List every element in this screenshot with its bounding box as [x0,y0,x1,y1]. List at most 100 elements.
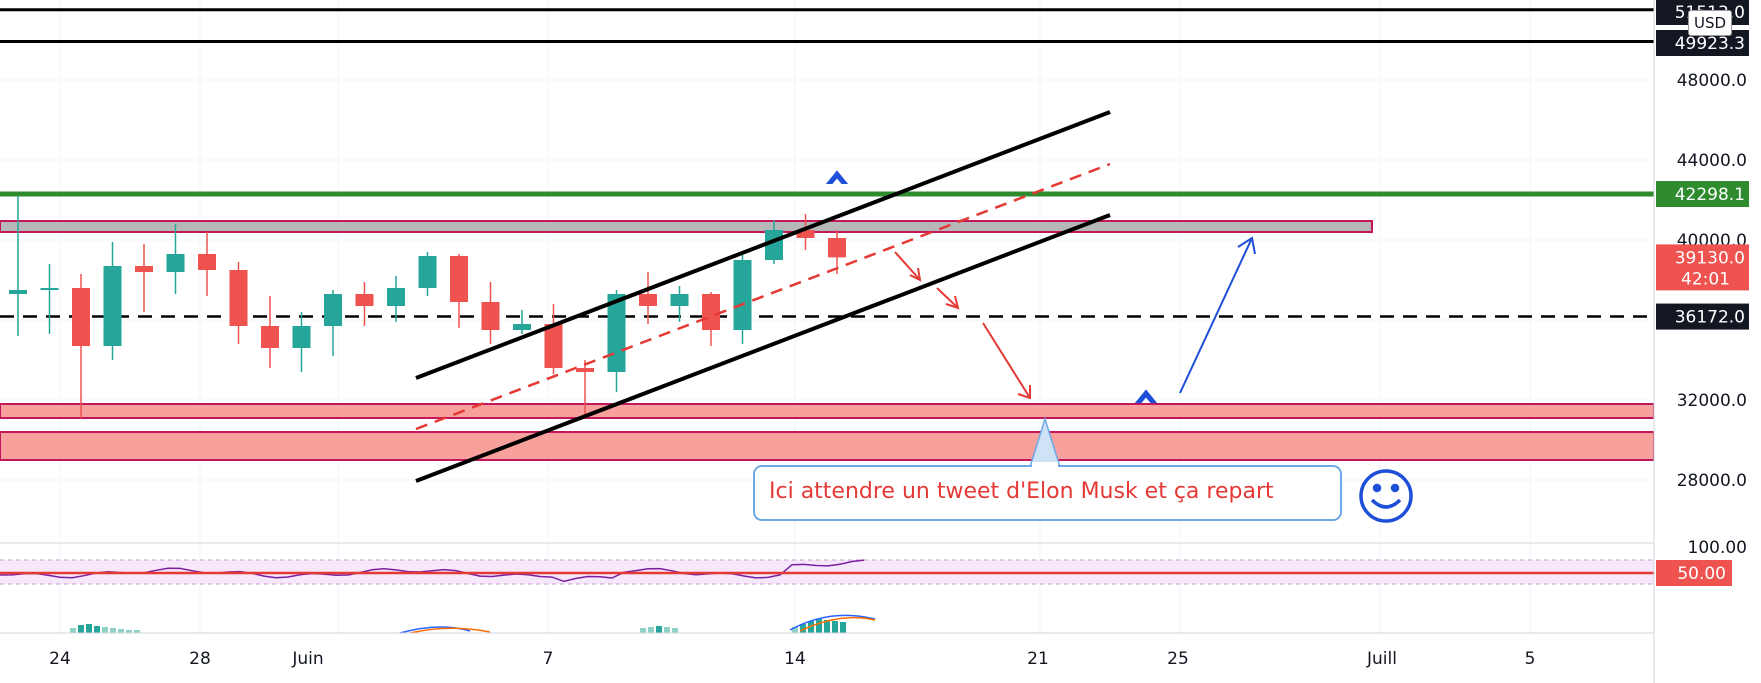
price-axis[interactable]: 48000.044000.040000.032000.028000.0100.0… [1653,0,1761,683]
time-axis[interactable]: 24 28 Juin 7 14 21 25 Juill 5 [0,632,1761,669]
x-tick-label: 14 [784,649,806,669]
red-arrow-1 [894,251,921,281]
svg-text:49923.3: 49923.3 [1675,34,1745,54]
channel-mid-line [415,162,1111,431]
candle [544,304,563,374]
svg-text:39130.0: 39130.0 [1675,248,1745,268]
candle [450,254,468,328]
macd-bar [816,619,822,633]
candle [733,254,752,344]
candle [670,286,689,322]
zone-3 [0,431,1655,461]
macd-bar [824,620,830,633]
x-tick-label: Juin [291,649,323,669]
blue-projection-arrow [1179,236,1256,394]
candle [292,312,311,372]
zone-1 [0,220,1373,233]
red-arrow-3 [982,322,1031,399]
y-tick-label: 44000.0 [1677,151,1747,171]
red-projection-arrows [894,251,1031,400]
candle [576,360,594,414]
macd-bar [134,630,140,633]
macd-bar [672,628,678,633]
signal-line [409,627,491,634]
macd-bar [640,628,646,633]
horizontal-levels [0,8,1654,318]
svg-text:36172.0: 36172.0 [1675,308,1745,328]
macd-bar [126,630,132,633]
x-tick-label: 25 [1167,649,1189,669]
macd-bar [832,621,838,633]
up-arrow-icon [825,170,849,184]
channel-lower-line [415,213,1111,483]
y-tick-label: 28000.0 [1677,471,1747,491]
candle [639,272,657,324]
candle [261,296,279,368]
candle [387,276,405,322]
candle [9,196,27,336]
macd-line [789,614,876,631]
rsi-pane [0,542,1654,585]
candle [40,264,59,334]
x-tick-label: Juill [1366,649,1397,669]
candle [229,262,248,344]
price-zones [0,220,1655,461]
candlestick-series [9,196,846,418]
price-tag: 36172.0 [1656,303,1749,330]
channel-upper-line [415,110,1111,380]
y-tick-label: 32000.0 [1677,391,1747,411]
candle [481,282,500,344]
macd-bar [70,628,76,633]
candle [103,242,122,360]
macd-bar [664,627,670,633]
x-tick-label: 5 [1525,649,1536,669]
price-tag: 39130.042:01 [1656,244,1749,291]
candle [513,310,531,334]
price-tag: 42298.1 [1656,181,1749,208]
macd-bar [110,628,116,633]
red-arrow-2 [936,287,959,309]
candle [198,232,216,296]
candle [166,224,185,294]
x-tick-label: 7 [543,649,554,669]
zone-2 [0,403,1655,419]
candle [324,290,342,356]
currency-badge[interactable]: USD [1688,10,1733,36]
y-tick-label: 48000.0 [1677,71,1747,91]
signal-line [799,616,876,632]
candle [828,230,846,274]
x-tick-label: 28 [189,649,211,669]
svg-text:50.00: 50.00 [1677,564,1726,584]
macd-bar [792,627,798,633]
macd-bar [86,624,92,633]
x-tick-label: 21 [1027,649,1049,669]
candle [72,274,90,418]
macd-bar [648,627,654,633]
macd-pane [0,614,1654,634]
macd-bar [102,627,108,633]
macd-bar [78,625,84,633]
up-arrow-icon [1134,389,1158,403]
annotation-text: Ici attendre un tweet d'Elon Musk et ça … [769,479,1274,504]
candle [796,214,815,250]
macd-bar [840,622,846,633]
macd-bar [800,624,806,633]
candle [355,282,374,326]
macd-line [399,626,471,634]
candle [702,292,720,346]
candle [418,252,437,296]
x-tick-label: 24 [49,649,71,669]
macd-bar [94,626,100,633]
candle [607,290,626,392]
svg-text:42298.1: 42298.1 [1675,185,1745,205]
blue-up-markers [825,170,1158,403]
trend-channel [415,110,1111,483]
macd-bar [118,629,124,633]
macd-bar [656,626,662,633]
rsi-level-tag: 50.00 [1656,560,1732,586]
smiley-icon [1359,469,1413,523]
rsi-top-label: 100.00 [1688,538,1747,558]
annotation-callout[interactable]: Ici attendre un tweet d'Elon Musk et ça … [753,416,1342,521]
